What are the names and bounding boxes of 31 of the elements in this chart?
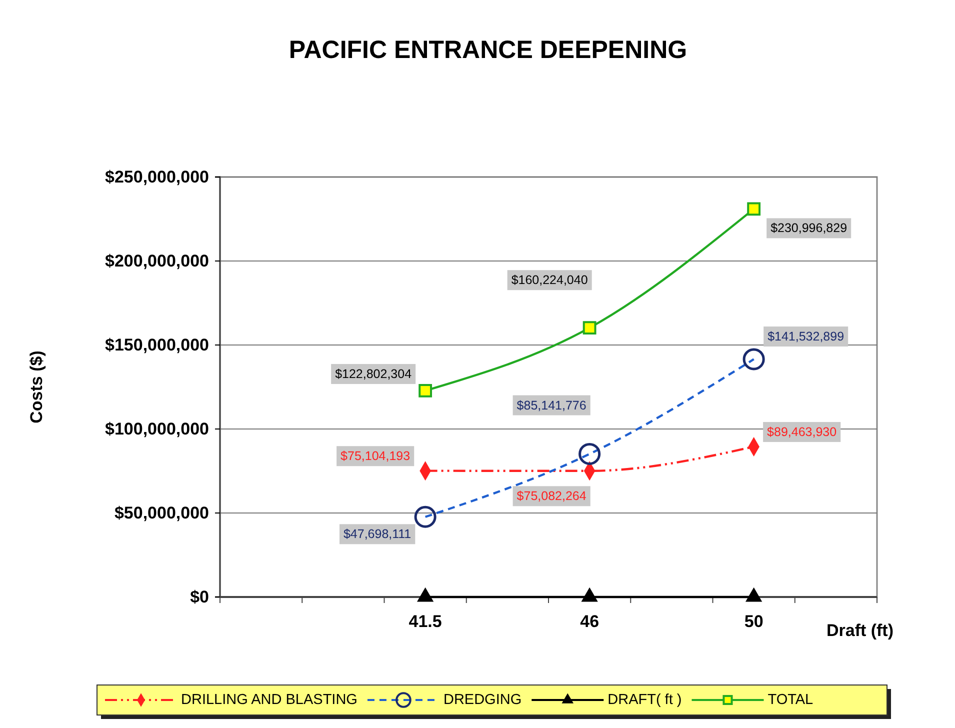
data-label: $85,141,776 <box>516 398 586 412</box>
x-tick-label: 41.5 <box>408 612 442 632</box>
x-tick-label: 46 <box>580 612 600 632</box>
y-tick-label: $150,000,000 <box>105 335 209 354</box>
data-label: $89,463,930 <box>767 424 837 439</box>
data-label: $47,698,111 <box>343 527 412 542</box>
point <box>416 587 434 602</box>
point <box>418 384 432 398</box>
data-label: $141,532,899 <box>768 330 844 344</box>
legend-label: DRILLING AND BLASTING <box>181 692 358 708</box>
data-label: $230,996,829 <box>770 221 848 236</box>
legend-label: DRAFT( ft ) <box>608 692 682 708</box>
y-tick-label: $250,000,000 <box>105 167 209 186</box>
y-tick-label: $100,000,000 <box>105 419 209 438</box>
x-tick-label: 50 <box>744 612 764 632</box>
data-label: $160,224,040 <box>511 273 588 288</box>
data-label: $75,104,193 <box>340 449 410 464</box>
chart-title: PACIFIC ENTRANCE DEEPENING <box>288 36 688 64</box>
data-label: $122,802,304 <box>335 366 412 381</box>
data-label: $75,082,264 <box>516 489 586 504</box>
y-tick-label: $200,000,000 <box>105 251 209 270</box>
y-tick-label: $50,000,000 <box>114 503 209 522</box>
legend-label: TOTAL <box>768 692 814 708</box>
point <box>745 587 762 602</box>
legend-label: DREDGING <box>443 692 522 708</box>
point <box>582 321 596 335</box>
y-tick-label: $0 <box>190 587 209 606</box>
x-axis-title: Draft (ft) <box>826 621 894 640</box>
point <box>581 587 598 602</box>
y-axis-title: Costs ($) <box>27 350 46 424</box>
point <box>747 202 761 216</box>
